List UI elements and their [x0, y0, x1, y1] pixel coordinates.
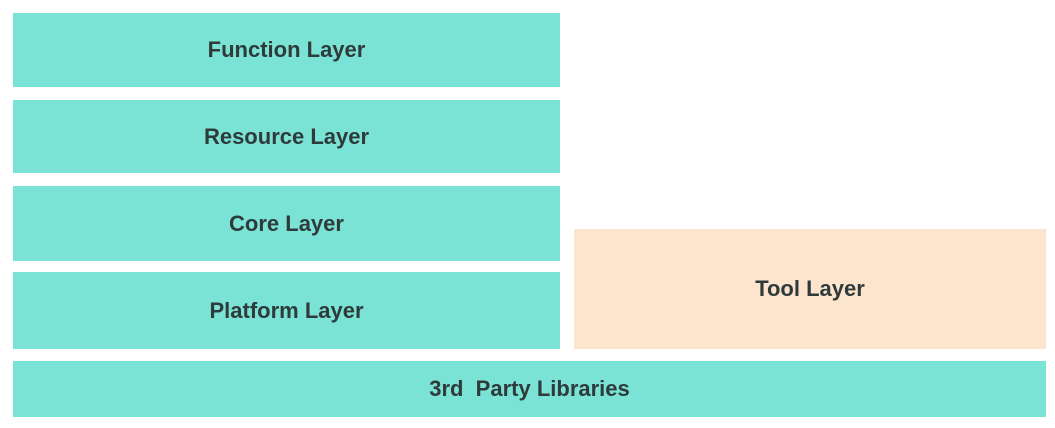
tool-layer-block: Tool Layer — [574, 229, 1046, 349]
function-layer-block: Function Layer — [13, 13, 560, 87]
tool-layer-label: Tool Layer — [755, 276, 865, 301]
third-party-libraries-block: 3rd Party Libraries — [13, 361, 1046, 417]
third-party-libraries-label: 3rd Party Libraries — [429, 376, 630, 401]
resource-layer-label: Resource Layer — [203, 123, 370, 149]
core-layer-block: Core Layer — [13, 186, 560, 261]
platform-layer-block: Platform Layer — [13, 272, 560, 349]
core-layer-label: Core Layer — [229, 210, 344, 236]
resource-layer-block: Resource Layer — [13, 100, 560, 173]
platform-layer-label: Platform Layer — [209, 297, 364, 323]
function-layer-label: Function Layer — [207, 37, 366, 62]
